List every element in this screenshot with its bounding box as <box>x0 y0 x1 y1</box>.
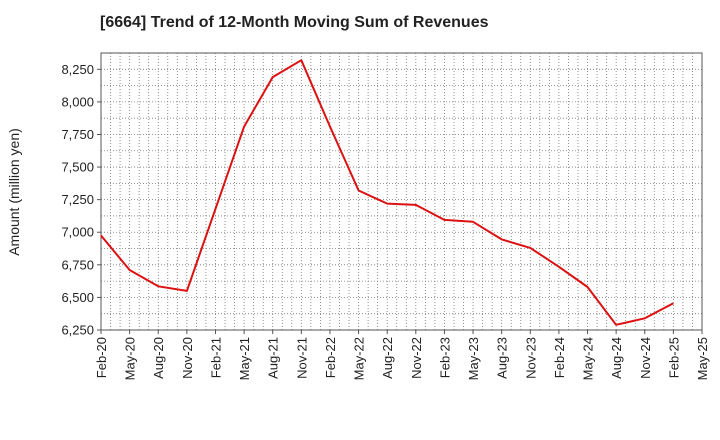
x-tick-label: Nov-23 <box>523 337 538 379</box>
x-tick-label: Aug-24 <box>609 337 624 379</box>
x-tick-label: Feb-23 <box>437 337 452 378</box>
x-tick-label: Feb-22 <box>323 337 338 378</box>
y-tick-label: 7,750 <box>61 127 94 142</box>
x-tick-label: Nov-22 <box>409 337 424 379</box>
y-tick-label: 8,250 <box>61 62 94 77</box>
x-tick-label: Feb-24 <box>552 337 567 378</box>
x-tick-label: Aug-21 <box>266 337 281 379</box>
y-tick-label: 8,000 <box>61 94 94 109</box>
series-line-revenue <box>100 59 674 326</box>
x-tick-label: May-25 <box>695 337 710 380</box>
y-tick-label: 6,250 <box>61 323 94 338</box>
chart-title: [6664] Trend of 12-Month Moving Sum of R… <box>100 14 489 31</box>
x-tick-label: May-22 <box>352 337 367 380</box>
y-tick-label: 6,500 <box>61 290 94 305</box>
x-axis-ticks: Feb-20 May-20 Aug-20 Nov-20 Feb-21 May-21 Aug-… <box>94 330 710 380</box>
y-tick-label: 6,750 <box>61 257 94 272</box>
x-tick-label: May-21 <box>237 337 252 380</box>
x-tick-label: Nov-21 <box>294 337 309 379</box>
x-tick-label: Feb-25 <box>666 337 681 378</box>
x-tick-label: Nov-24 <box>638 337 653 379</box>
y-tick-label: 7,250 <box>61 192 94 207</box>
x-tick-label: Aug-22 <box>380 337 395 379</box>
grid-lines <box>101 53 702 330</box>
x-tick-label: Aug-20 <box>151 337 166 379</box>
x-tick-label: Feb-21 <box>208 337 223 378</box>
y-tick-label: 7,000 <box>61 225 94 240</box>
x-tick-label: Nov-20 <box>180 337 195 379</box>
x-tick-label: Feb-20 <box>94 337 109 378</box>
y-axis-ticks: 6,250 6,500 6,750 7,000 7,250 7,500 7,750 8,000… <box>61 62 101 338</box>
x-tick-label: May-20 <box>123 337 138 380</box>
x-tick-label: May-24 <box>581 337 596 380</box>
y-tick-label: 7,500 <box>61 160 94 175</box>
plot-area-frame <box>100 52 703 331</box>
x-tick-label: May-23 <box>466 337 481 380</box>
x-tick-label: Aug-23 <box>495 337 510 379</box>
